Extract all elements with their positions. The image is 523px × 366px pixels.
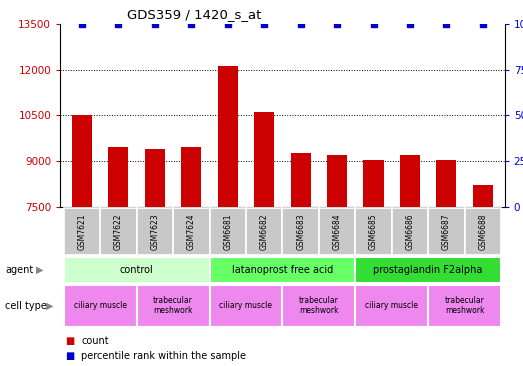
Point xyxy=(151,21,159,27)
Text: GSM7621: GSM7621 xyxy=(77,213,86,250)
FancyBboxPatch shape xyxy=(210,208,246,255)
Text: prostaglandin F2alpha: prostaglandin F2alpha xyxy=(373,265,483,275)
Bar xyxy=(473,186,493,207)
Bar xyxy=(72,115,92,207)
FancyBboxPatch shape xyxy=(428,208,464,255)
Point xyxy=(187,21,196,27)
Text: ■: ■ xyxy=(65,336,75,346)
Point xyxy=(260,21,268,27)
Text: ▶: ▶ xyxy=(36,265,43,275)
Text: control: control xyxy=(120,265,154,275)
FancyBboxPatch shape xyxy=(392,208,428,255)
FancyBboxPatch shape xyxy=(428,284,501,327)
Text: GSM6688: GSM6688 xyxy=(479,213,487,250)
Text: GSM6682: GSM6682 xyxy=(260,213,269,250)
Point xyxy=(479,21,487,27)
FancyBboxPatch shape xyxy=(64,284,137,327)
Bar xyxy=(145,149,165,207)
Text: GSM6687: GSM6687 xyxy=(442,213,451,250)
Point xyxy=(114,21,122,27)
FancyBboxPatch shape xyxy=(355,208,392,255)
Point xyxy=(442,21,451,27)
FancyBboxPatch shape xyxy=(355,284,428,327)
Text: GSM7622: GSM7622 xyxy=(114,213,123,250)
Text: trabecular
meshwork: trabecular meshwork xyxy=(299,296,339,315)
Text: percentile rank within the sample: percentile rank within the sample xyxy=(81,351,246,361)
Bar xyxy=(254,112,274,207)
Bar xyxy=(363,160,383,207)
Text: GSM6684: GSM6684 xyxy=(333,213,342,250)
Text: GSM7624: GSM7624 xyxy=(187,213,196,250)
Text: ■: ■ xyxy=(65,351,75,361)
FancyBboxPatch shape xyxy=(319,208,355,255)
FancyBboxPatch shape xyxy=(173,208,210,255)
Text: count: count xyxy=(81,336,109,346)
Text: GSM6681: GSM6681 xyxy=(223,213,232,250)
FancyBboxPatch shape xyxy=(282,208,319,255)
FancyBboxPatch shape xyxy=(137,284,210,327)
Bar xyxy=(181,147,201,207)
Bar xyxy=(400,155,420,207)
FancyBboxPatch shape xyxy=(137,208,173,255)
Point xyxy=(369,21,378,27)
Point xyxy=(297,21,305,27)
Point xyxy=(333,21,342,27)
Text: cell type: cell type xyxy=(5,300,47,311)
Text: GSM6686: GSM6686 xyxy=(405,213,414,250)
Text: ▶: ▶ xyxy=(46,300,53,311)
Bar xyxy=(327,155,347,207)
Text: latanoprost free acid: latanoprost free acid xyxy=(232,265,333,275)
Text: GSM6685: GSM6685 xyxy=(369,213,378,250)
FancyBboxPatch shape xyxy=(210,257,355,283)
Text: ciliary muscle: ciliary muscle xyxy=(220,301,272,310)
FancyBboxPatch shape xyxy=(100,208,137,255)
FancyBboxPatch shape xyxy=(464,208,501,255)
FancyBboxPatch shape xyxy=(64,257,210,283)
Bar xyxy=(108,147,129,207)
FancyBboxPatch shape xyxy=(282,284,355,327)
Text: GDS359 / 1420_s_at: GDS359 / 1420_s_at xyxy=(127,8,261,21)
Bar xyxy=(291,153,311,207)
Point xyxy=(406,21,414,27)
FancyBboxPatch shape xyxy=(355,257,501,283)
Text: trabecular
meshwork: trabecular meshwork xyxy=(153,296,193,315)
FancyBboxPatch shape xyxy=(210,284,282,327)
Text: GSM6683: GSM6683 xyxy=(296,213,305,250)
Text: trabecular
meshwork: trabecular meshwork xyxy=(445,296,484,315)
Text: ciliary muscle: ciliary muscle xyxy=(365,301,418,310)
Point xyxy=(78,21,86,27)
Point xyxy=(223,21,232,27)
Bar xyxy=(436,160,457,207)
Bar xyxy=(218,67,238,207)
FancyBboxPatch shape xyxy=(246,208,282,255)
Text: agent: agent xyxy=(5,265,33,275)
FancyBboxPatch shape xyxy=(64,208,100,255)
Text: GSM7623: GSM7623 xyxy=(151,213,160,250)
Text: ciliary muscle: ciliary muscle xyxy=(74,301,127,310)
